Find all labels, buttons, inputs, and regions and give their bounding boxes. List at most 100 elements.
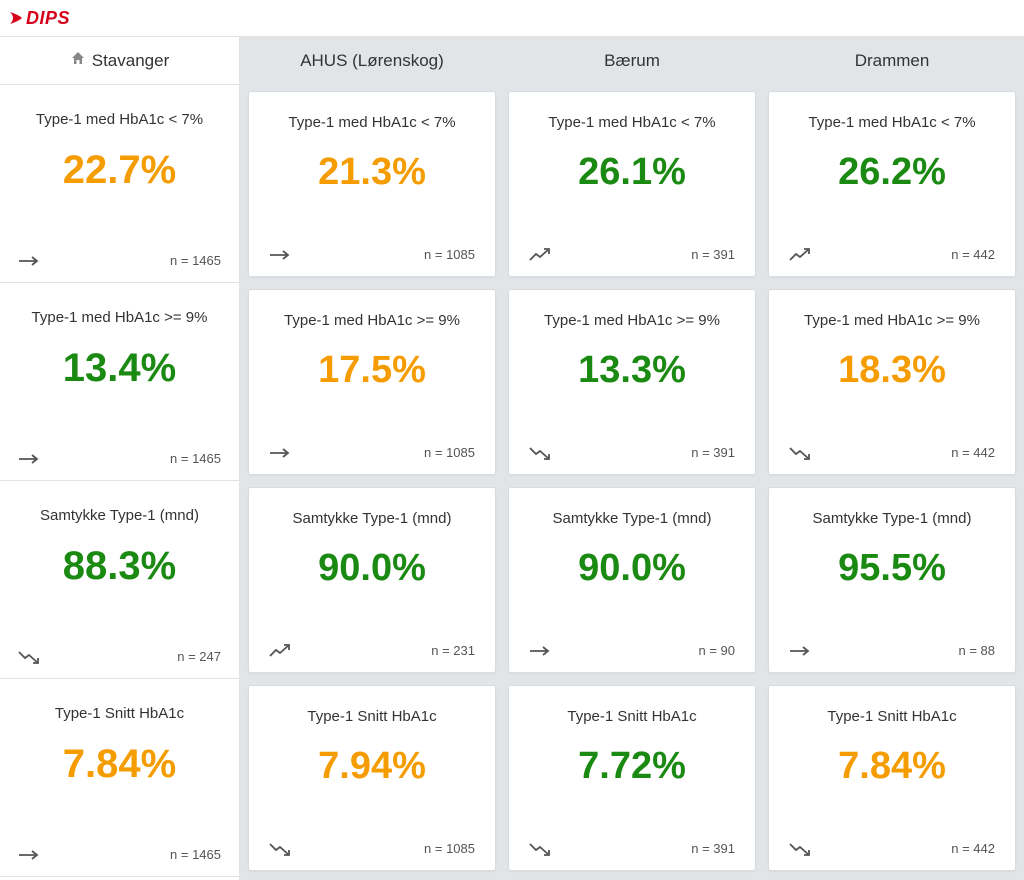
- metric-footer: n = 1085: [269, 445, 475, 460]
- metric-title: Type-1 med HbA1c < 7%: [18, 111, 221, 128]
- metric-value: 95.5%: [789, 547, 995, 590]
- column-header[interactable]: AHUS (Lørenskog): [248, 51, 496, 71]
- metric-footer: n = 442: [789, 247, 995, 262]
- metric-sample-size: n = 442: [951, 445, 995, 460]
- metric-footer: n = 391: [529, 445, 735, 460]
- metric-sample-size: n = 247: [177, 649, 221, 664]
- metric-footer: n = 90: [529, 643, 735, 658]
- column-header[interactable]: Drammen: [768, 51, 1016, 71]
- sidebar-metric-list: Type-1 med HbA1c < 7% 22.7% n = 1465 Typ…: [0, 85, 239, 880]
- metric-title: Samtykke Type-1 (mnd): [18, 507, 221, 524]
- main-metric-grid: Type-1 med HbA1c < 7% 21.3% n = 1085 Typ…: [248, 85, 1016, 880]
- metric-footer: n = 247: [18, 649, 221, 664]
- metric-sample-size: n = 391: [691, 247, 735, 262]
- metric-card[interactable]: Type-1 med HbA1c < 7% 22.7% n = 1465: [0, 85, 239, 283]
- metric-row: Type-1 Snitt HbA1c 7.94% n = 1085 Type-1…: [248, 679, 1016, 877]
- trend-flat-icon: [789, 644, 811, 658]
- metric-card[interactable]: Type-1 med HbA1c < 7% 21.3% n = 1085: [248, 91, 496, 277]
- metric-card[interactable]: Type-1 med HbA1c >= 9% 17.5% n = 1085: [248, 289, 496, 475]
- metric-value: 7.84%: [789, 745, 995, 788]
- trend-down-icon: [269, 842, 291, 856]
- metric-sample-size: n = 90: [698, 643, 735, 658]
- column-header[interactable]: Bærum: [508, 51, 756, 71]
- metric-footer: n = 1465: [18, 451, 221, 466]
- trend-flat-icon: [269, 446, 291, 460]
- metric-title: Type-1 med HbA1c < 7%: [529, 114, 735, 131]
- metric-title: Type-1 med HbA1c < 7%: [269, 114, 475, 131]
- metric-sample-size: n = 1465: [170, 451, 221, 466]
- metric-footer: n = 88: [789, 643, 995, 658]
- metric-card[interactable]: Type-1 med HbA1c >= 9% 13.4% n = 1465: [0, 283, 239, 481]
- metric-sample-size: n = 1085: [424, 247, 475, 262]
- metric-title: Type-1 med HbA1c >= 9%: [529, 312, 735, 329]
- metric-value: 90.0%: [269, 547, 475, 590]
- trend-up-icon: [789, 248, 811, 262]
- metric-footer: n = 442: [789, 445, 995, 460]
- metric-row: Type-1 med HbA1c >= 9% 17.5% n = 1085 Ty…: [248, 283, 1016, 481]
- metric-card[interactable]: Type-1 Snitt HbA1c 7.72% n = 391: [508, 685, 756, 871]
- metric-sample-size: n = 1085: [424, 445, 475, 460]
- main-panel: AHUS (Lørenskog) Bærum Drammen Type-1 me…: [240, 37, 1024, 880]
- metric-row: Samtykke Type-1 (mnd) 90.0% n = 231 Samt…: [248, 481, 1016, 679]
- trend-down-icon: [789, 842, 811, 856]
- trend-down-icon: [529, 842, 551, 856]
- metric-sample-size: n = 1085: [424, 841, 475, 856]
- metric-footer: n = 1085: [269, 247, 475, 262]
- trend-flat-icon: [18, 452, 40, 466]
- metric-footer: n = 1465: [18, 253, 221, 268]
- metric-sample-size: n = 391: [691, 841, 735, 856]
- brand-logo-mark: [8, 10, 24, 26]
- metric-card[interactable]: Samtykke Type-1 (mnd) 95.5% n = 88: [768, 487, 1016, 673]
- trend-flat-icon: [269, 248, 291, 262]
- metric-footer: n = 442: [789, 841, 995, 856]
- metric-value: 17.5%: [269, 349, 475, 392]
- metric-card[interactable]: Type-1 med HbA1c >= 9% 13.3% n = 391: [508, 289, 756, 475]
- metric-card[interactable]: Samtykke Type-1 (mnd) 90.0% n = 90: [508, 487, 756, 673]
- metric-footer: n = 1085: [269, 841, 475, 856]
- metric-value: 13.4%: [18, 346, 221, 391]
- metric-card[interactable]: Type-1 med HbA1c < 7% 26.2% n = 442: [768, 91, 1016, 277]
- metric-title: Samtykke Type-1 (mnd): [529, 510, 735, 527]
- metric-row: Type-1 med HbA1c < 7% 21.3% n = 1085 Typ…: [248, 85, 1016, 283]
- metric-sample-size: n = 391: [691, 445, 735, 460]
- trend-up-icon: [529, 248, 551, 262]
- metric-value: 88.3%: [18, 544, 221, 589]
- trend-down-icon: [789, 446, 811, 460]
- metric-sample-size: n = 1465: [170, 253, 221, 268]
- metric-value: 7.94%: [269, 745, 475, 788]
- dashboard-app: DIPS Stavanger Type-1 med HbA1c < 7% 22.…: [0, 0, 1024, 880]
- sidebar-location-header[interactable]: Stavanger: [0, 37, 239, 85]
- metric-title: Type-1 Snitt HbA1c: [18, 705, 221, 722]
- metric-sample-size: n = 442: [951, 841, 995, 856]
- metric-footer: n = 391: [529, 841, 735, 856]
- trend-down-icon: [529, 446, 551, 460]
- metric-sample-size: n = 1465: [170, 847, 221, 862]
- metric-card[interactable]: Type-1 Snitt HbA1c 7.84% n = 1465: [0, 679, 239, 877]
- metric-footer: n = 391: [529, 247, 735, 262]
- metric-sample-size: n = 231: [431, 643, 475, 658]
- metric-value: 7.84%: [18, 742, 221, 787]
- metric-value: 18.3%: [789, 349, 995, 392]
- metric-footer: n = 1465: [18, 847, 221, 862]
- metric-card[interactable]: Type-1 Snitt HbA1c 7.84% n = 442: [768, 685, 1016, 871]
- dashboard-body: Stavanger Type-1 med HbA1c < 7% 22.7% n …: [0, 36, 1024, 880]
- brand-logo[interactable]: DIPS: [8, 8, 70, 29]
- metric-title: Type-1 Snitt HbA1c: [529, 708, 735, 725]
- metric-card[interactable]: Samtykke Type-1 (mnd) 90.0% n = 231: [248, 487, 496, 673]
- trend-flat-icon: [529, 644, 551, 658]
- metric-card[interactable]: Type-1 med HbA1c >= 9% 18.3% n = 442: [768, 289, 1016, 475]
- topbar: DIPS: [0, 0, 1024, 36]
- trend-flat-icon: [18, 848, 40, 862]
- metric-value: 22.7%: [18, 148, 221, 193]
- metric-value: 26.1%: [529, 151, 735, 194]
- metric-value: 7.72%: [529, 745, 735, 788]
- trend-down-icon: [18, 650, 40, 664]
- metric-card[interactable]: Samtykke Type-1 (mnd) 88.3% n = 247: [0, 481, 239, 679]
- brand-logo-text: DIPS: [26, 8, 70, 29]
- metric-title: Type-1 med HbA1c >= 9%: [18, 309, 221, 326]
- metric-card[interactable]: Type-1 Snitt HbA1c 7.94% n = 1085: [248, 685, 496, 871]
- metric-footer: n = 231: [269, 643, 475, 658]
- metric-sample-size: n = 88: [958, 643, 995, 658]
- metric-title: Samtykke Type-1 (mnd): [789, 510, 995, 527]
- metric-card[interactable]: Type-1 med HbA1c < 7% 26.1% n = 391: [508, 91, 756, 277]
